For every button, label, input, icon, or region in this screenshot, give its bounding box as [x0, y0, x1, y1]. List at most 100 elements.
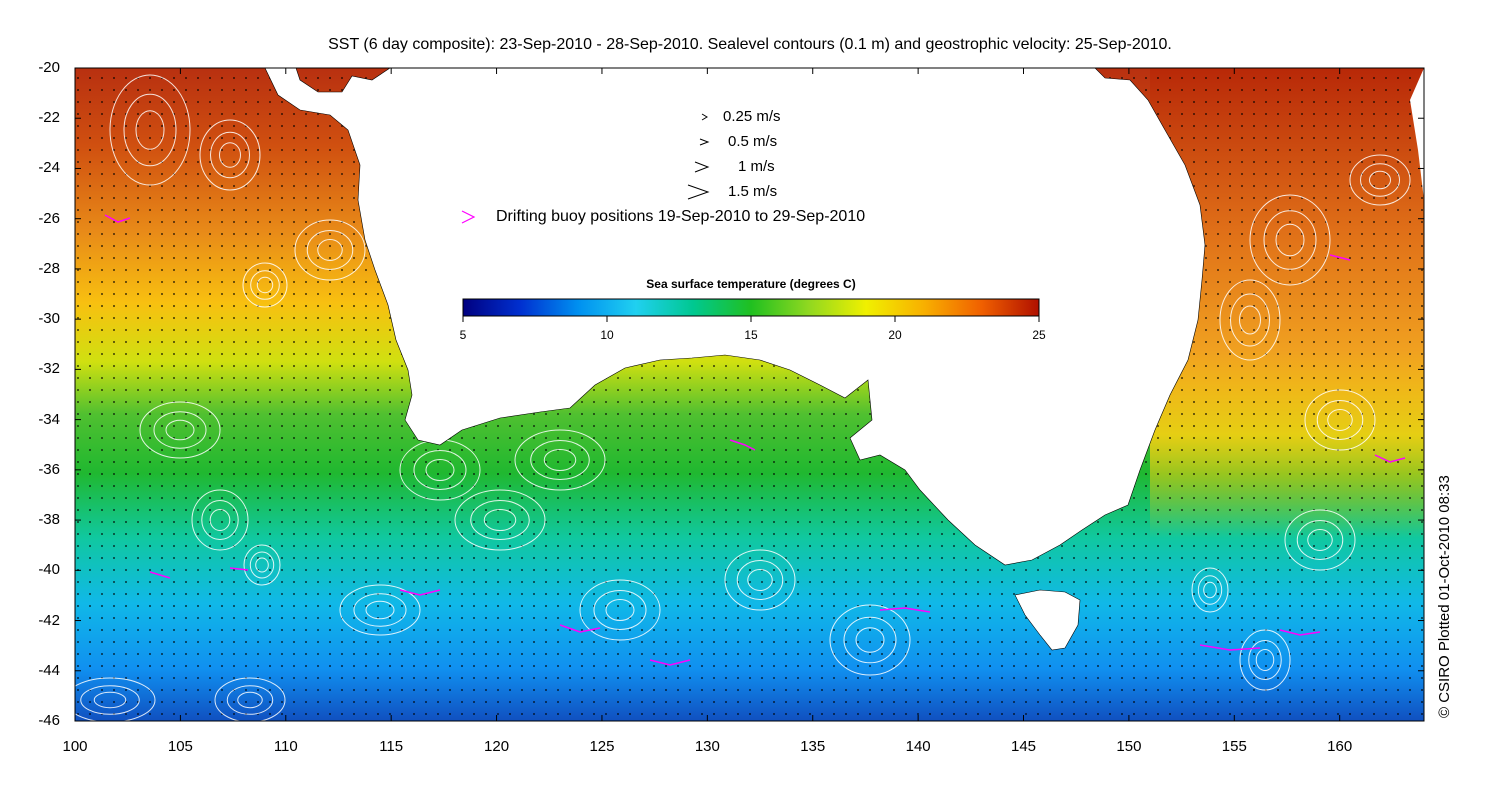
y-tick-label: -44 [38, 661, 60, 679]
y-tick-label: -34 [38, 410, 60, 428]
sealevel-contour [1255, 649, 1275, 671]
sealevel-contour [139, 401, 221, 459]
sealevel-contour [736, 560, 784, 600]
sealevel-contour [855, 627, 885, 653]
x-tick-label: 140 [905, 738, 931, 755]
sealevel-contour [135, 110, 165, 150]
colorbar-tick-label: 15 [744, 328, 758, 342]
x-tick-label: 110 [273, 738, 298, 755]
y-tick-label: -42 [38, 611, 60, 629]
y-tick-label: -40 [38, 561, 60, 579]
sealevel-contour [724, 549, 796, 611]
vector-legend-0-25: 0.25 m/s [723, 108, 781, 125]
sealevel-contour [242, 262, 288, 308]
sealevel-contour [1239, 305, 1261, 335]
colorbar-tick-label: 5 [459, 328, 467, 342]
vector-legend-1-5: 1.5 m/s [728, 183, 778, 200]
tasmania-landmass [1014, 589, 1081, 651]
y-tick-label: -26 [38, 209, 60, 227]
new-zealand-edge [1410, 68, 1424, 200]
sealevel-contour [306, 230, 354, 270]
sealevel-contour [237, 691, 263, 709]
y-tick-label: -30 [38, 310, 60, 328]
sealevel-contour [317, 239, 343, 261]
sealevel-contour [1263, 210, 1317, 270]
sealevel-contour [483, 509, 517, 531]
x-tick-label: 120 [484, 738, 510, 755]
sealevel-contour [75, 677, 156, 721]
x-tick-label: 105 [167, 738, 193, 755]
sealevel-contour [353, 593, 407, 627]
sealevel-contour [1349, 154, 1411, 206]
sealevel-contour [843, 616, 897, 664]
y-tick-label: -24 [38, 159, 60, 177]
sealevel-contour [1219, 279, 1281, 361]
sealevel-contour [339, 584, 421, 636]
x-tick-label: 125 [589, 738, 615, 755]
sealevel-contour [210, 131, 250, 179]
y-tick-label: -36 [38, 460, 60, 478]
sealevel-contour [425, 459, 455, 481]
sealevel-contour [514, 429, 606, 491]
sealevel-contour [256, 276, 274, 294]
sealevel-contour [579, 579, 661, 641]
vector-legend-0-5: 0.5 m/s [728, 133, 778, 150]
sealevel-contours [75, 74, 1411, 721]
sealevel-contour [191, 489, 249, 551]
colorbar-tick-label: 25 [1032, 328, 1046, 342]
sealevel-contour [165, 419, 195, 441]
sealevel-contour [530, 440, 590, 480]
sealevel-contour [605, 599, 635, 621]
sealevel-contour [470, 500, 530, 540]
vector-legend-1: 1 m/s [738, 158, 775, 175]
sealevel-contour [226, 685, 274, 715]
sealevel-contour [1296, 520, 1344, 560]
sealevel-contour [1191, 567, 1229, 613]
sealevel-contour [1360, 163, 1400, 197]
sealevel-contour [209, 509, 231, 531]
velocity-legend-arrows [687, 113, 710, 200]
sealevel-contour [1307, 529, 1333, 551]
colorbar-tick-label: 10 [600, 328, 614, 342]
sealevel-contour [1316, 400, 1364, 440]
buoy-tracks [104, 214, 1406, 666]
sealevel-contour [1230, 293, 1270, 347]
sealevel-contour [1248, 640, 1282, 680]
sealevel-contour [365, 600, 395, 620]
sealevel-contour [201, 500, 239, 540]
y-tick-label: -20 [38, 59, 60, 76]
sealevel-contour [93, 691, 127, 709]
sealevel-contour [255, 557, 269, 573]
sealevel-contour [219, 142, 241, 168]
sealevel-contour [153, 411, 207, 449]
x-tick-label: 155 [1221, 738, 1247, 755]
sealevel-contour [1327, 409, 1353, 431]
sealevel-contour [413, 450, 467, 490]
colorbar [462, 298, 1040, 317]
sealevel-contour [294, 219, 366, 281]
sealevel-contour [109, 74, 191, 186]
sealevel-contour [829, 604, 911, 676]
sealevel-contour [1369, 170, 1391, 190]
buoy-legend-label: Drifting buoy positions 19-Sep-2010 to 2… [496, 208, 866, 225]
x-tick-label: 100 [62, 738, 88, 755]
sealevel-contour [1275, 223, 1305, 257]
sealevel-contour [1239, 629, 1291, 691]
x-tick-label: 130 [694, 738, 720, 755]
colorbar-tick-label: 20 [888, 328, 902, 342]
sealevel-contour [249, 551, 275, 579]
buoy-legend-marker [461, 210, 476, 224]
sealevel-contour [250, 270, 280, 300]
sealevel-contour [454, 489, 546, 551]
y-tick-label: -32 [38, 360, 60, 378]
axis-ticks [74, 67, 1424, 722]
sealevel-contour [1304, 389, 1376, 451]
sealevel-contour [1203, 581, 1217, 599]
y-tick-label: -38 [38, 511, 60, 529]
sealevel-contour [1197, 575, 1223, 605]
sealevel-contour [593, 590, 647, 630]
sealevel-contour [747, 569, 773, 591]
x-tick-label: 145 [1011, 738, 1037, 755]
y-tick-label: -28 [38, 259, 60, 277]
sealevel-contour [123, 93, 177, 167]
